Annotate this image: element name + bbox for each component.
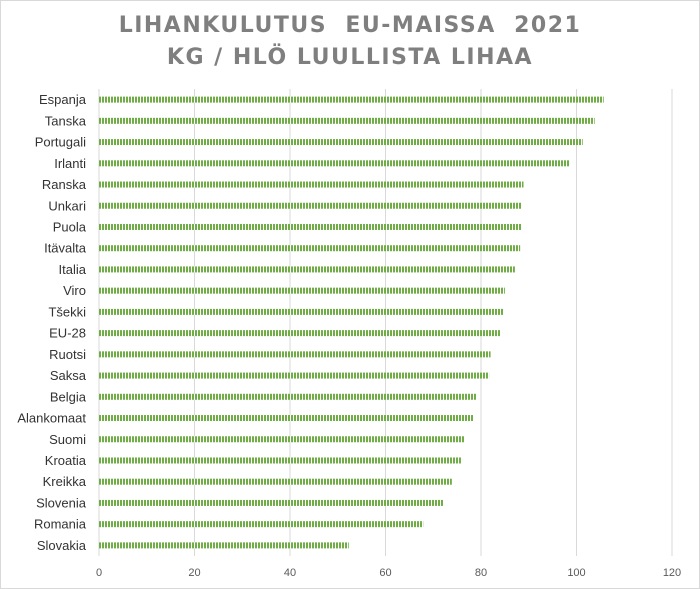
x-tick-labels: 0 20 40 60 80 100 120 bbox=[96, 567, 681, 579]
chart-subtitle: KG / HLÖ LUULLISTA LIHAA bbox=[166, 45, 534, 70]
gridlines bbox=[98, 89, 673, 556]
category-label: Tanska bbox=[45, 113, 87, 128]
category-label: EU-28 bbox=[49, 326, 86, 341]
bar-slovenia bbox=[99, 499, 444, 506]
category-label: Puola bbox=[53, 219, 87, 234]
category-label: Slovakia bbox=[37, 538, 87, 553]
bar-slovakia bbox=[99, 542, 349, 549]
category-label: Unkari bbox=[48, 198, 86, 213]
bar-saksa bbox=[99, 372, 490, 379]
bar-tšekki bbox=[99, 308, 504, 315]
category-label: Ruotsi bbox=[49, 347, 86, 362]
x-tick-label: 120 bbox=[663, 567, 681, 579]
x-tick-label: 40 bbox=[284, 567, 296, 579]
x-tick-label: 0 bbox=[96, 567, 102, 579]
bar-eu-28 bbox=[99, 330, 501, 337]
bar-unkari bbox=[99, 202, 522, 209]
bar-viro bbox=[99, 287, 505, 294]
category-label: Slovenia bbox=[36, 495, 87, 510]
category-label: Kreikka bbox=[43, 474, 87, 489]
category-label: Saksa bbox=[50, 368, 87, 383]
category-label: Viro bbox=[63, 283, 86, 298]
x-tick-label: 20 bbox=[188, 567, 200, 579]
bar-kreikka bbox=[99, 478, 452, 485]
category-label: Alankomaat bbox=[17, 411, 86, 426]
category-label: Portugali bbox=[35, 135, 86, 150]
category-label: Suomi bbox=[49, 432, 86, 447]
bar-suomi bbox=[99, 436, 465, 443]
x-tick-label: 80 bbox=[475, 567, 487, 579]
x-tick-label: 100 bbox=[567, 567, 585, 579]
bar-ruotsi bbox=[99, 351, 491, 358]
bar-alankomaat bbox=[99, 415, 474, 422]
bar-kroatia bbox=[99, 457, 461, 464]
bar-belgia bbox=[99, 393, 477, 400]
bar-ranska bbox=[99, 181, 524, 188]
category-label: Italia bbox=[59, 262, 87, 277]
category-label: Espanja bbox=[39, 92, 87, 107]
category-label: Romania bbox=[34, 517, 87, 532]
category-label: Ranska bbox=[42, 177, 87, 192]
category-label: Belgia bbox=[50, 389, 87, 404]
x-tick-label: 60 bbox=[379, 567, 391, 579]
bar-italia bbox=[99, 266, 515, 273]
bar-puola bbox=[99, 223, 522, 230]
category-labels: Espanja Tanska Portugali Irlanti Ranska Unkar… bbox=[17, 92, 86, 553]
category-label: Kroatia bbox=[45, 453, 87, 468]
bar-romania bbox=[99, 521, 424, 528]
category-label: Itävalta bbox=[44, 241, 87, 256]
category-label: Tšekki bbox=[48, 304, 86, 319]
bar-tanska bbox=[99, 117, 595, 124]
chart-title: LIHANKULUTUS EU-MAISSA 2021 bbox=[118, 13, 582, 38]
bar-espanja bbox=[99, 96, 604, 103]
bar-portugali bbox=[99, 139, 583, 146]
bars bbox=[99, 96, 604, 549]
bar-itävalta bbox=[99, 245, 521, 252]
bar-irlanti bbox=[99, 160, 570, 167]
category-label: Irlanti bbox=[54, 156, 86, 171]
